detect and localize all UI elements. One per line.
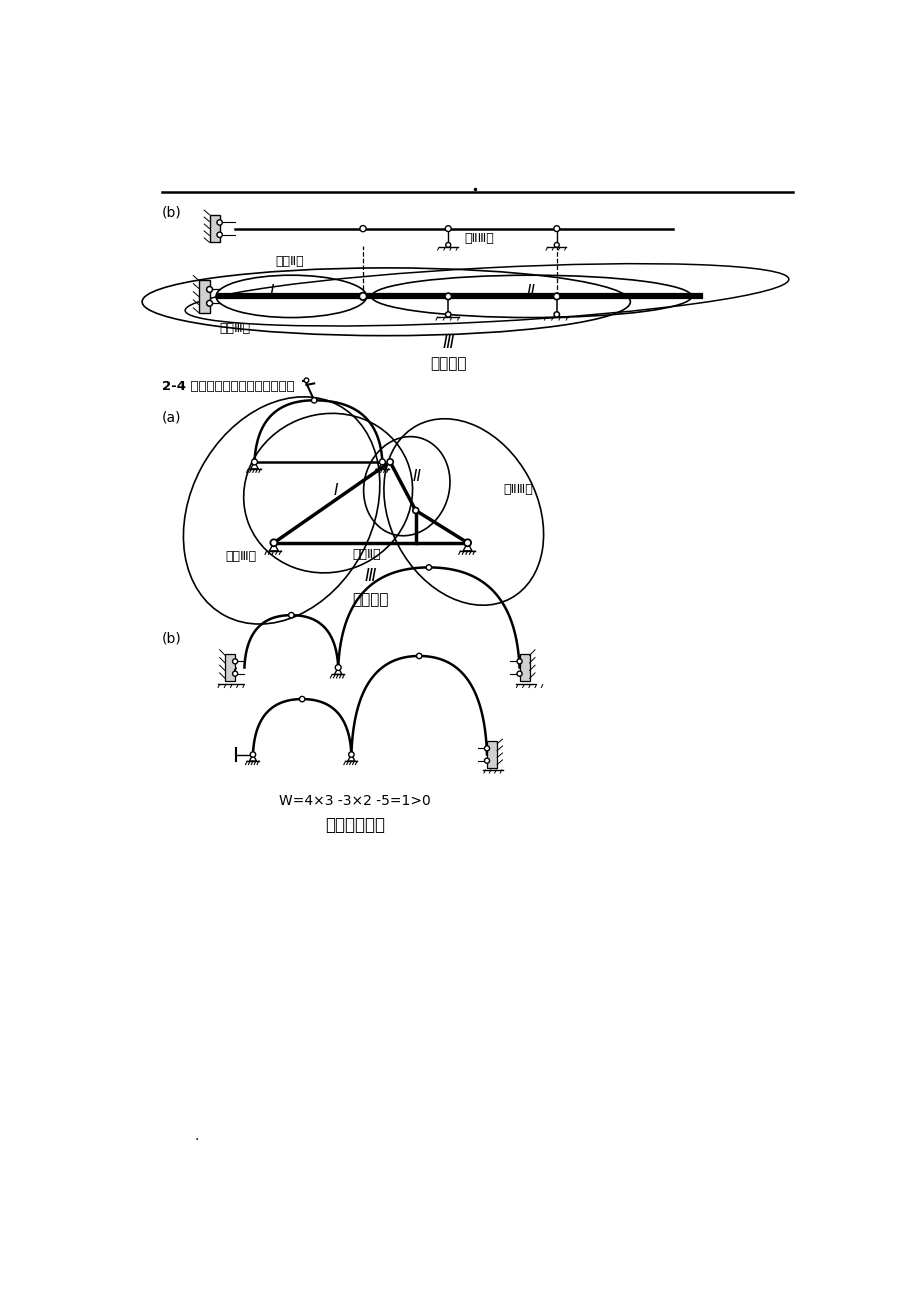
Circle shape [445, 225, 450, 232]
Circle shape [425, 565, 431, 570]
Circle shape [359, 225, 366, 232]
Circle shape [335, 664, 341, 671]
Circle shape [250, 751, 255, 758]
Circle shape [387, 458, 392, 465]
Text: (b): (b) [162, 631, 181, 646]
Circle shape [445, 311, 450, 318]
Circle shape [289, 612, 294, 618]
Text: （ⅡⅢ）: （ⅡⅢ） [503, 483, 532, 496]
Circle shape [446, 242, 450, 247]
Text: （ＩⅢ）: （ＩⅢ） [220, 322, 250, 335]
Bar [486, 741, 496, 768]
Bar [225, 654, 235, 681]
Circle shape [484, 758, 489, 763]
Circle shape [233, 671, 237, 676]
Circle shape [251, 460, 257, 465]
Text: （ＩⅢ）: （ＩⅢ） [225, 549, 256, 562]
Circle shape [553, 242, 559, 247]
Circle shape [553, 293, 560, 299]
Circle shape [207, 301, 212, 306]
Circle shape [233, 659, 237, 664]
Text: 几何不变: 几何不变 [429, 357, 466, 371]
Text: Ⅲ: Ⅲ [442, 333, 453, 352]
Text: I: I [269, 284, 274, 299]
Text: II: II [527, 284, 536, 299]
Circle shape [516, 659, 522, 664]
Text: I: I [334, 483, 338, 499]
Circle shape [312, 397, 316, 404]
Circle shape [463, 539, 471, 547]
Circle shape [413, 508, 418, 513]
Bar [199, 280, 210, 312]
Circle shape [270, 539, 277, 547]
Text: 几何可变体系: 几何可变体系 [325, 816, 385, 835]
Circle shape [359, 293, 367, 299]
Text: （ＩⅡ）: （ＩⅡ） [275, 255, 303, 268]
Text: 几何不变: 几何不变 [352, 592, 389, 607]
Circle shape [553, 311, 559, 318]
Circle shape [304, 378, 309, 383]
Circle shape [348, 751, 354, 758]
Text: (b): (b) [162, 206, 181, 220]
Text: （ⅡⅢ）: （ⅡⅢ） [464, 232, 494, 245]
Text: (a): (a) [162, 410, 181, 424]
Text: W=4×3 -3×2 -5=1>0: W=4×3 -3×2 -5=1>0 [279, 794, 431, 807]
Circle shape [299, 697, 304, 702]
Circle shape [553, 225, 559, 232]
Circle shape [217, 220, 222, 225]
Circle shape [217, 232, 222, 237]
Text: II: II [413, 469, 421, 484]
Text: （ＩⅡ）: （ＩⅡ） [352, 548, 380, 561]
Text: .: . [194, 1129, 199, 1143]
Circle shape [416, 654, 422, 659]
Circle shape [484, 746, 489, 751]
Text: 2-4 试分析图示体系的几何构造。: 2-4 试分析图示体系的几何构造。 [162, 380, 294, 392]
Text: Ⅲ: Ⅲ [365, 568, 376, 586]
Circle shape [445, 293, 451, 299]
Circle shape [516, 671, 522, 676]
Bar [210, 215, 220, 242]
Circle shape [207, 286, 212, 293]
Circle shape [379, 460, 385, 465]
Bar [519, 654, 529, 681]
